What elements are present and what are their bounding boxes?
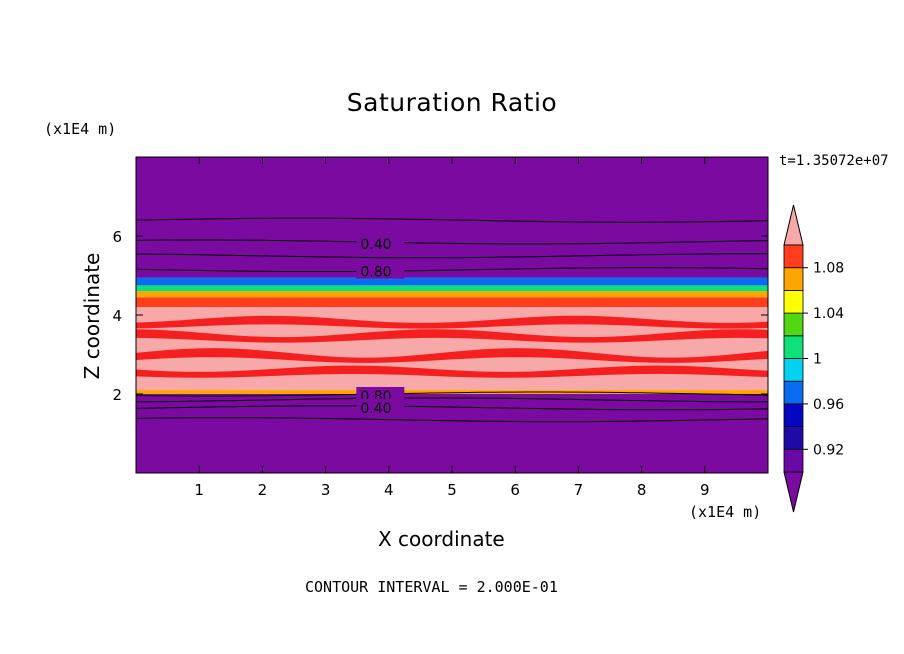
contour-label-bg-3 (356, 398, 405, 415)
colorbar-tick-label-1: 1.04 (813, 306, 844, 322)
x-tick-label-3: 4 (384, 481, 394, 499)
contour-line-1 (136, 239, 768, 245)
field-band-0 (136, 394, 768, 473)
field-streak-0 (136, 348, 768, 363)
colorbar-segment-8 (783, 267, 804, 291)
x-axis-units: (x1E4 m) (689, 503, 762, 521)
x-tick-label-6: 7 (574, 481, 584, 499)
colorbar-segment-7 (783, 289, 804, 314)
y-tick-label-1: 4 (112, 307, 122, 325)
colorbar-segment-4 (783, 358, 804, 382)
x-tick-label-0: 1 (194, 481, 204, 499)
contour-line-5 (136, 397, 768, 403)
field-band-7 (136, 157, 768, 278)
field-band-6 (136, 277, 768, 286)
contour-line-3 (136, 267, 768, 272)
x-tick-label-4: 5 (447, 481, 457, 499)
contour-line-2 (136, 253, 768, 259)
field-band-4 (136, 291, 768, 298)
field-band-5 (136, 285, 768, 292)
contour-label-bg-1 (356, 262, 405, 279)
field-streak-1 (136, 329, 768, 343)
contour-line-7 (136, 417, 768, 423)
colorbar-tick-label-4: 0.92 (813, 442, 844, 458)
contour-line-4 (136, 391, 768, 397)
field-bands (136, 157, 768, 473)
contour-interval-note: CONTOUR INTERVAL = 2.000E-01 (305, 578, 558, 596)
x-tick-label-1: 2 (258, 481, 268, 499)
field-streak-3 (136, 315, 768, 329)
y-axis-units: (x1E4 m) (44, 120, 117, 138)
colorbar-segment-1 (783, 426, 804, 450)
y-axis-label: Z coordinate (80, 252, 104, 380)
contour-label-bg-0 (356, 234, 405, 251)
y-tick-label-2: 6 (112, 228, 122, 246)
colorbar: 1.08 1.04 1 0.96 0.92 (783, 204, 844, 513)
colorbar-under-arrow (783, 471, 804, 513)
contour-line-0 (136, 217, 768, 223)
y-axis: 2 4 6 (112, 228, 768, 404)
contour-label-1: 0.80 (360, 265, 391, 281)
contour-label-0: 0.40 (360, 237, 391, 253)
x-tick-label-7: 8 (637, 481, 647, 499)
field-band-3 (136, 297, 768, 308)
y-tick-label-0: 2 (112, 386, 122, 404)
colorbar-tick-label-2: 1 (813, 352, 822, 368)
colorbar-segment-5 (783, 335, 804, 359)
x-tick-label-2: 3 (321, 481, 331, 499)
colorbar-segment-3 (783, 380, 804, 405)
contour-line-6 (136, 405, 768, 411)
time-label: t=1.35072e+07 (779, 153, 889, 169)
x-axis: 1 2 3 4 5 6 7 8 9 (194, 157, 710, 499)
contour-lines (136, 217, 768, 423)
colorbar-tick-label-0: 1.08 (813, 261, 844, 277)
x-tick-label-8: 9 (700, 481, 710, 499)
x-axis-label: X coordinate (378, 527, 505, 551)
colorbar-over-arrow (783, 204, 804, 246)
colorbar-tick-label-3: 0.96 (813, 397, 844, 413)
colorbar-segment-6 (783, 312, 804, 337)
contour-label-3: 0.40 (360, 401, 391, 417)
x-tick-label-5: 6 (510, 481, 520, 499)
field-band-1 (136, 390, 768, 394)
field-streak-2 (136, 365, 768, 378)
plot-area: 0.400.800.800.40 (136, 157, 768, 473)
colorbar-segment-0 (783, 448, 804, 473)
colorbar-segment-2 (783, 403, 804, 427)
colorbar-segment-9 (783, 244, 804, 269)
chart-title: Saturation Ratio (346, 88, 558, 117)
field-streaks (136, 315, 768, 378)
contour-labels: 0.400.800.800.40 (356, 234, 405, 417)
